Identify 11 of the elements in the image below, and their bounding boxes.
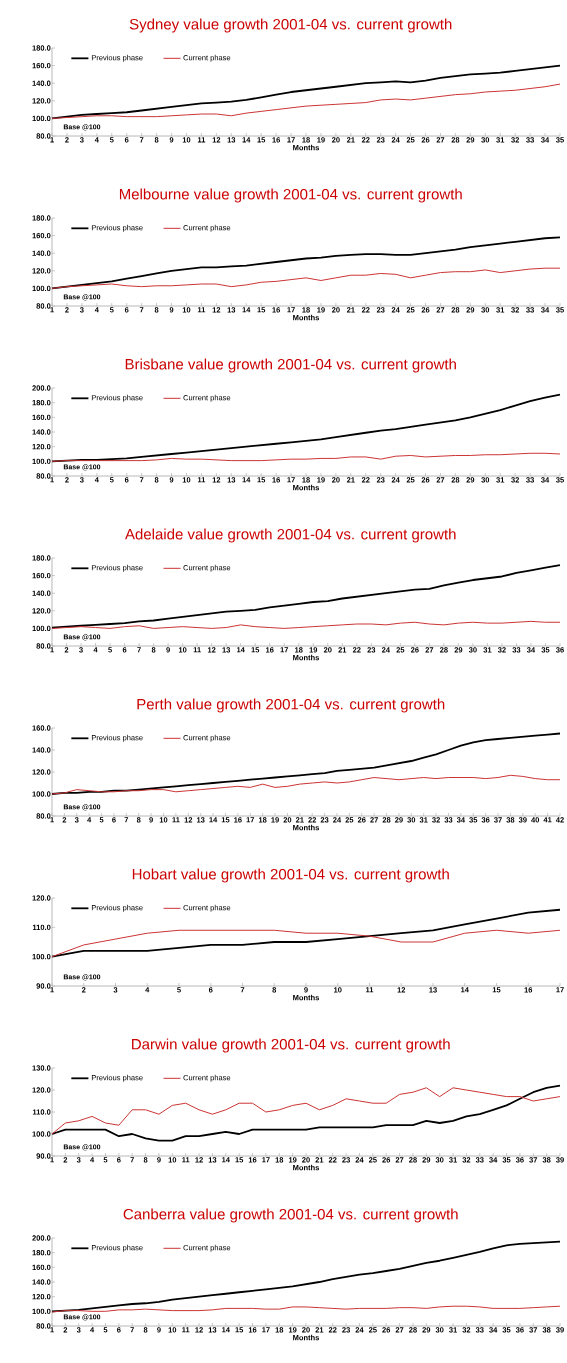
line-series — [51, 267, 561, 289]
chart-title: Adelaide value growth 2001-04 vs. current growth — [125, 528, 456, 543]
chart-title: Melbourne value growth 2001-04 vs. current growth — [119, 188, 462, 203]
chart-title: Sydney value growth 2001-04 vs. current growth — [129, 18, 452, 33]
chart-title: Darwin value growth 2001-04 vs. current growth — [132, 1038, 450, 1053]
chart-title: Perth value growth 2001-04 vs. current growth — [137, 698, 445, 713]
chart-title: Hobart value growth 2001-04 vs. current growth — [132, 868, 449, 883]
chart-title: Canberra value growth 2001-04 vs. current growth — [123, 1208, 458, 1223]
line-series — [51, 1087, 561, 1135]
line-series — [51, 620, 561, 629]
chart-title: Brisbane value growth 2001-04 vs. current growth — [125, 358, 456, 373]
